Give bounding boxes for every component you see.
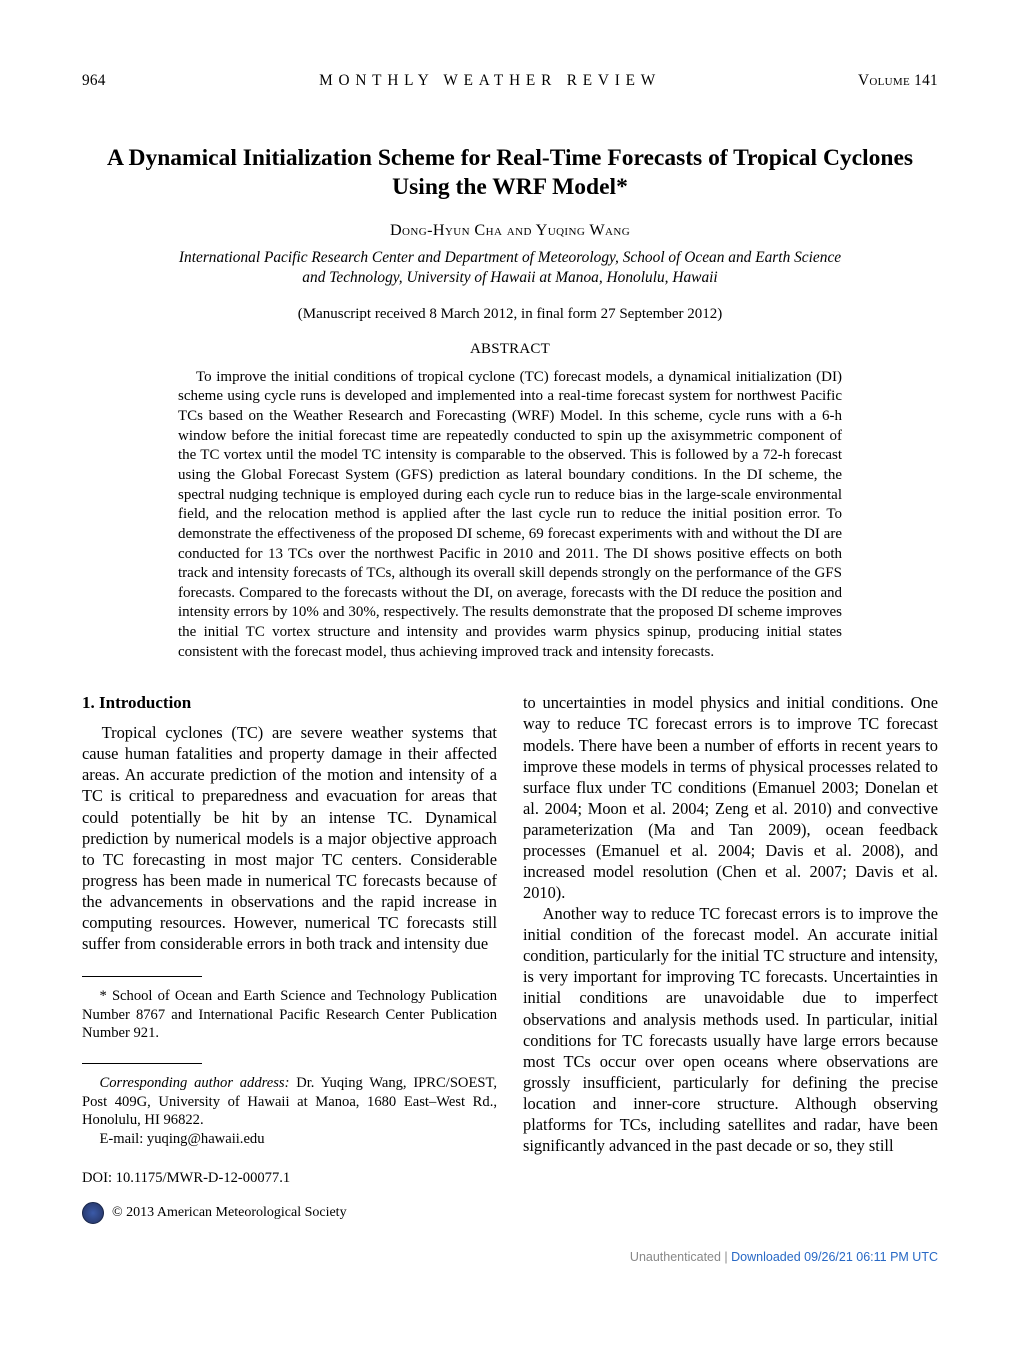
footer-timestamp: Downloaded 09/26/21 06:11 PM UTC <box>731 1250 938 1264</box>
journal-name: MONTHLY WEATHER REVIEW <box>319 72 661 90</box>
article-title: A Dynamical Initialization Scheme for Re… <box>102 144 918 203</box>
affil-line-2: and Technology, University of Hawaii at … <box>302 269 717 286</box>
corresponding-author-address: Corresponding author address: Dr. Yuqing… <box>82 1074 497 1130</box>
footnote-text: * School of Ocean and Earth Science and … <box>82 987 497 1043</box>
abstract-body: To improve the initial conditions of tro… <box>178 368 842 663</box>
footer-auth-label: Unauthenticated | <box>630 1250 731 1264</box>
right-column: to uncertainties in model physics and in… <box>523 692 938 1223</box>
corresponding-author-block: Corresponding author address: Dr. Yuqing… <box>82 1074 497 1149</box>
corresponding-author-email: E-mail: yuqing@hawaii.edu <box>82 1130 497 1149</box>
page-number: 964 <box>82 72 122 90</box>
ams-seal-icon <box>82 1202 104 1224</box>
title-line-2: Using the WRF Model* <box>392 174 628 200</box>
manuscript-dates: (Manuscript received 8 March 2012, in fi… <box>82 306 938 323</box>
author-line: Dong-Hyun Cha and Yuqing Wang <box>82 221 938 240</box>
doi-line: DOI: 10.1175/MWR-D-12-00077.1 <box>82 1169 497 1188</box>
footnote-rule <box>82 976 202 977</box>
ams-copyright-text: © 2013 American Meteorological Society <box>112 1204 347 1222</box>
title-line-1: A Dynamical Initialization Scheme for Re… <box>107 145 913 171</box>
pub-number-footnote: * School of Ocean and Earth Science and … <box>82 987 497 1043</box>
ams-copyright-row: © 2013 American Meteorological Society <box>82 1202 497 1224</box>
running-head: 964 MONTHLY WEATHER REVIEW Volume 141 <box>82 72 938 90</box>
page-footer: Unauthenticated | Downloaded 09/26/21 06… <box>0 1250 1020 1286</box>
two-column-body: 1. Introduction Tropical cyclones (TC) a… <box>82 692 938 1223</box>
intro-para-2-right: Another way to reduce TC forecast errors… <box>523 903 938 1156</box>
left-column: 1. Introduction Tropical cyclones (TC) a… <box>82 692 497 1223</box>
corresponding-author-rule <box>82 1063 202 1064</box>
corr-label: Corresponding author address: <box>100 1075 290 1091</box>
volume-label: Volume 141 <box>858 72 938 90</box>
intro-para-1-left: Tropical cyclones (TC) are severe weathe… <box>82 722 497 954</box>
abstract-heading: ABSTRACT <box>82 341 938 358</box>
footer-right: Unauthenticated | Downloaded 09/26/21 06… <box>630 1250 938 1264</box>
affiliation: International Pacific Research Center an… <box>112 248 908 288</box>
intro-para-1-right: to uncertainties in model physics and in… <box>523 692 938 903</box>
affil-line-1: International Pacific Research Center an… <box>179 249 841 266</box>
section-1-heading: 1. Introduction <box>82 692 497 714</box>
